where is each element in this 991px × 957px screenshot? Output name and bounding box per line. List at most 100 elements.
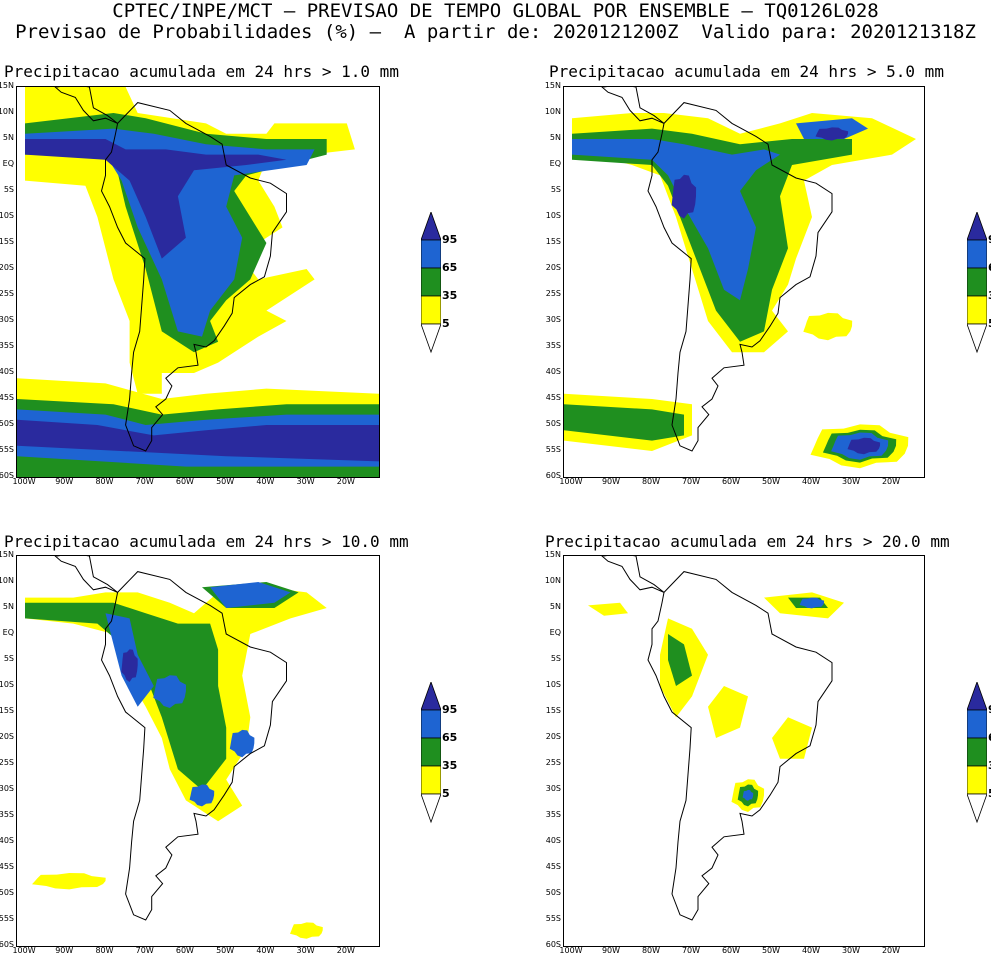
- precip-map-svg: [17, 87, 379, 477]
- lat-tick-label: 30S: [0, 784, 14, 793]
- lat-tick-label: 10N: [544, 576, 561, 585]
- colorbar-label: 35: [442, 289, 458, 302]
- lat-tick-label: 5S: [550, 185, 561, 194]
- lon-tick-label: 90W: [55, 946, 74, 955]
- lon-tick-label: 100W: [12, 946, 36, 955]
- panel-3-title: Precipitacao acumulada em 24 hrs > 10.0 …: [4, 532, 409, 551]
- lon-tick-label: 60W: [721, 477, 741, 486]
- lat-tick-label: 50S: [545, 419, 561, 428]
- probability-region: [210, 582, 291, 608]
- probability-region: [229, 729, 255, 758]
- coastline-south-america: [100, 571, 287, 921]
- colorbar-segment: [421, 709, 441, 739]
- lon-tick-label: 20W: [336, 477, 355, 486]
- lat-tick-label: 50S: [545, 888, 561, 897]
- lon-tick-label: 80W: [641, 946, 661, 955]
- lat-tick-label: 5N: [2, 602, 14, 611]
- colorbar-segment: [421, 295, 441, 325]
- lon-tick-label: 90W: [55, 477, 74, 486]
- probability-region: [25, 602, 227, 790]
- lat-tick-label: 40S: [545, 367, 561, 376]
- lat-tick-label: 45S: [545, 393, 561, 402]
- lat-tick-label: 15S: [0, 237, 14, 246]
- lon-tick-label: 20W: [881, 946, 901, 955]
- lat-tick-label: 15S: [545, 706, 561, 715]
- lon-tick-label: 50W: [761, 477, 781, 486]
- lat-tick-label: 50S: [0, 419, 14, 428]
- colorbar-segment: [967, 709, 987, 739]
- lon-tick-label: 60W: [175, 946, 194, 955]
- colorbar-segment: [967, 295, 987, 325]
- lat-tick-label: 20S: [0, 732, 14, 741]
- colorbar-label: 35: [442, 759, 458, 772]
- lat-tick-label: 55S: [545, 914, 561, 923]
- colorbar-segment: [421, 323, 441, 354]
- colorbar-segment: [421, 682, 441, 711]
- lon-tick-label: 30W: [841, 946, 861, 955]
- probability-region: [32, 873, 106, 890]
- lat-tick-label: 10N: [544, 107, 561, 116]
- colorbar-segment: [967, 682, 987, 711]
- precip-map-svg: [564, 87, 916, 469]
- coastline-central-america: [601, 87, 665, 124]
- colorbar-label: 95: [988, 704, 991, 716]
- lat-tick-label: 10S: [0, 211, 14, 220]
- precip-map-svg: [25, 556, 327, 939]
- lon-tick-label: 70W: [681, 946, 701, 955]
- probability-region: [290, 922, 323, 939]
- colorbar-label: 35: [988, 760, 991, 772]
- colorbar-segment: [421, 212, 441, 241]
- colorbar-label: 35: [988, 290, 991, 302]
- lat-tick-label: 40S: [0, 836, 14, 845]
- colorbar-label: 65: [442, 261, 458, 274]
- colorbar-segment: [421, 793, 441, 824]
- lat-tick-label: 60S: [545, 471, 561, 480]
- lat-tick-label: 60S: [545, 940, 561, 949]
- colorbar-segment: [967, 239, 987, 269]
- lon-tick-label: 30W: [296, 946, 315, 955]
- lat-tick-label: 15N: [544, 550, 561, 559]
- lon-tick-label: 90W: [601, 477, 621, 486]
- lat-tick-label: 20S: [545, 263, 561, 272]
- lon-tick-label: 50W: [216, 946, 235, 955]
- probability-region: [799, 597, 825, 609]
- lat-tick-label: 35S: [0, 810, 14, 819]
- coastline-south-america: [100, 102, 287, 452]
- panel-3-map: [16, 555, 380, 947]
- lat-tick-label: 5S: [3, 654, 14, 663]
- colorbar-label: 65: [988, 732, 991, 744]
- colorbar: [421, 212, 441, 354]
- lat-tick-label: 5N: [2, 133, 14, 142]
- lon-tick-label: 90W: [601, 946, 621, 955]
- lat-tick-label: 25S: [0, 758, 14, 767]
- colorbar: [967, 682, 987, 824]
- lat-tick-label: 30S: [545, 784, 561, 793]
- probability-region: [815, 127, 849, 141]
- lat-tick-label: 60S: [0, 940, 14, 949]
- lon-tick-label: 40W: [801, 477, 821, 486]
- lat-tick-label: 5S: [550, 654, 561, 663]
- probability-region: [668, 634, 692, 686]
- lat-tick-label: 5N: [549, 133, 561, 142]
- panel-4-title: Precipitacao acumulada em 24 hrs > 20.0 …: [545, 532, 950, 551]
- lat-tick-label: 10S: [0, 680, 14, 689]
- colorbar-segment: [967, 212, 987, 241]
- panel-1-map: [16, 86, 380, 478]
- probability-region: [742, 789, 754, 801]
- lat-tick-label: 60S: [0, 471, 14, 480]
- lat-tick-label: 25S: [0, 289, 14, 298]
- colorbar-segment: [967, 267, 987, 297]
- probability-region: [708, 686, 748, 738]
- lat-tick-label: 40S: [0, 367, 14, 376]
- coastline-central-america: [54, 556, 118, 593]
- colorbar-label: 65: [988, 262, 991, 274]
- lat-tick-label: 55S: [545, 445, 561, 454]
- colorbar-segment: [421, 267, 441, 297]
- lat-tick-label: 45S: [545, 862, 561, 871]
- lat-tick-label: 35S: [0, 341, 14, 350]
- colorbar-label: 5: [442, 787, 450, 800]
- lat-tick-label: 25S: [545, 289, 561, 298]
- lat-tick-label: EQ: [2, 159, 14, 168]
- colorbar-segment: [967, 765, 987, 795]
- lat-tick-label: 35S: [545, 341, 561, 350]
